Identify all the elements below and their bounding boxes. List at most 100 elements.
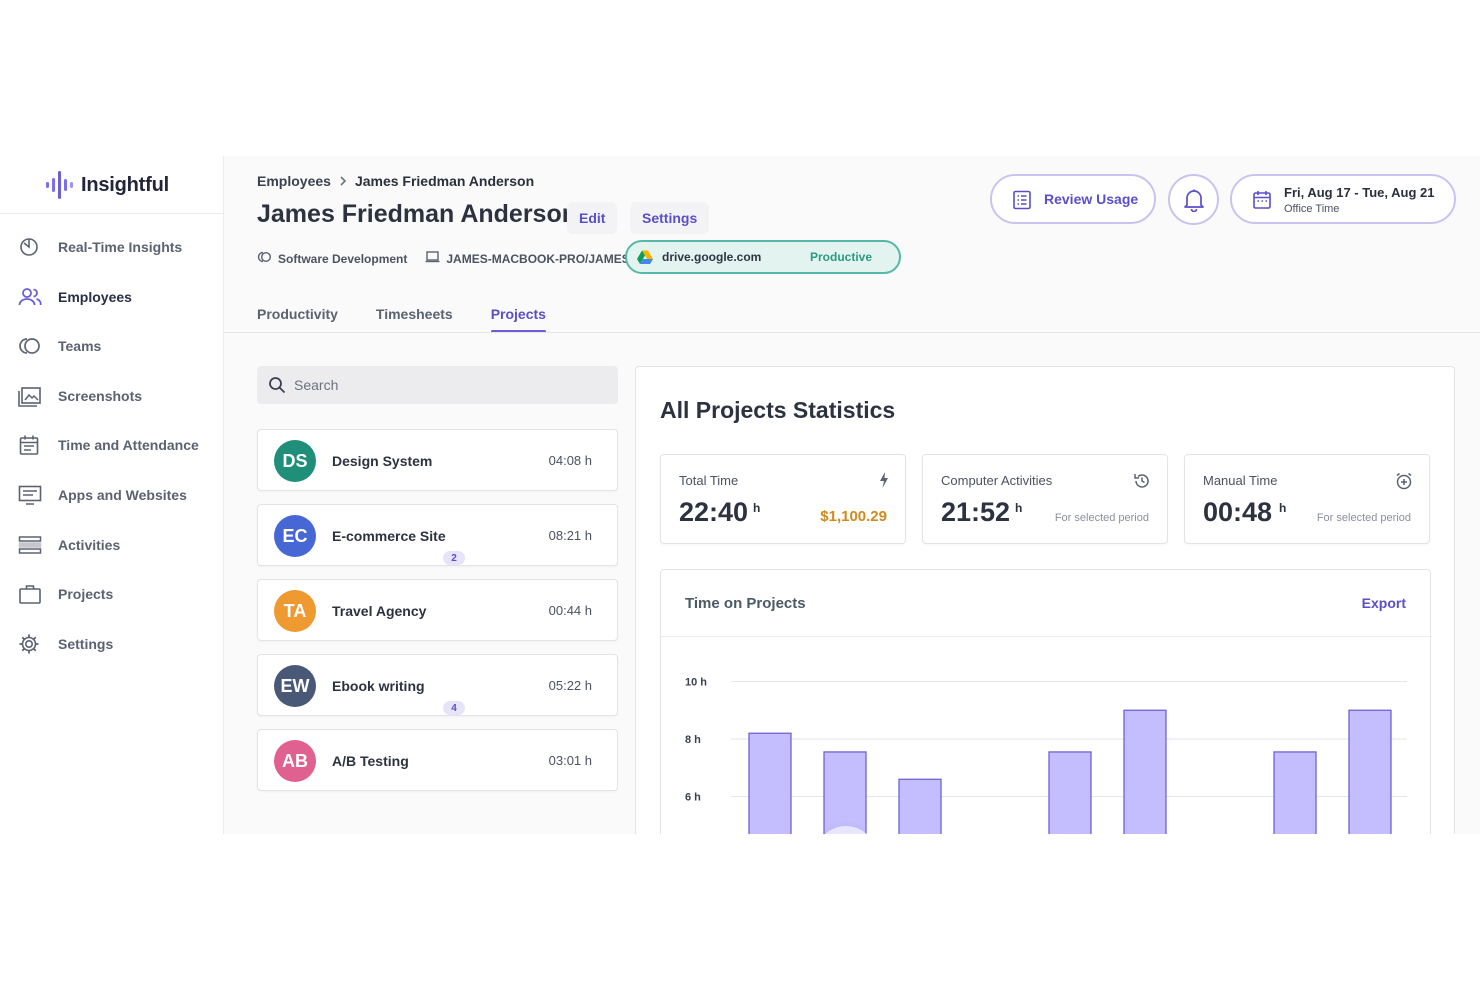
- project-time: 05:22 h: [548, 678, 592, 693]
- sidebar-item-label: Teams: [58, 338, 102, 354]
- screenshots-icon: [18, 385, 42, 407]
- total-earnings: $1,100.29: [820, 508, 887, 525]
- chart-bar[interactable]: [748, 732, 792, 834]
- sidebar-item-real-time-insights[interactable]: Real-Time Insights: [0, 227, 224, 267]
- date-range-label: Fri, Aug 17 - Tue, Aug 21: [1284, 185, 1435, 200]
- gear-icon: [18, 633, 42, 655]
- sidebar-item-settings[interactable]: Settings: [0, 624, 224, 664]
- chart-bar[interactable]: [1348, 709, 1392, 834]
- y-tick-label: 6 h: [685, 792, 701, 804]
- sidebar-item-label: Projects: [58, 586, 114, 602]
- project-name: Travel Agency: [332, 603, 427, 619]
- project-time: 03:01 h: [548, 753, 592, 768]
- computer-activities-card: Computer Activities 21:52 h For selected…: [922, 454, 1168, 544]
- briefcase-icon: [18, 583, 42, 605]
- notifications-button[interactable]: [1168, 174, 1219, 225]
- tab-productivity[interactable]: Productivity: [257, 306, 338, 322]
- sidebar-item-apps-and-websites[interactable]: Apps and Websites: [0, 475, 224, 515]
- chart-bar[interactable]: [823, 751, 867, 834]
- calendar-icon: [18, 434, 42, 456]
- time-on-projects-chart: 10 h 8 h 6 h: [685, 677, 1407, 834]
- team-name: Software Development: [278, 251, 408, 266]
- sidebar-item-time-and-attendance[interactable]: Time and Attendance: [0, 425, 224, 465]
- sidebar-item-teams[interactable]: Teams: [0, 326, 224, 366]
- total-time-label: Total Time: [679, 473, 739, 488]
- review-usage-button[interactable]: Review Usage: [990, 174, 1156, 224]
- breadcrumb-employees-link[interactable]: Employees: [257, 173, 331, 189]
- team-icon: [257, 251, 272, 266]
- project-item[interactable]: AB A/B Testing 03:01 h: [257, 729, 618, 791]
- project-name: Ebook writing: [332, 678, 425, 694]
- logo-mark-icon: [46, 170, 73, 200]
- projects-statistics-panel: All Projects Statistics Total Time 22:40…: [635, 366, 1455, 834]
- edit-button[interactable]: Edit: [567, 202, 618, 234]
- chevron-right-icon: [339, 173, 347, 189]
- time-on-projects-card: Time on Projects Export 10 h 8 h 6 h: [660, 569, 1432, 834]
- sidebar-item-label: Screenshots: [58, 388, 143, 404]
- computer-meta: JAMES-MACBOOK-PRO/JAMES: [425, 251, 630, 266]
- computer-activities-label: Computer Activities: [941, 473, 1053, 488]
- chart-bar[interactable]: [1123, 709, 1167, 834]
- sidebar-item-screenshots[interactable]: Screenshots: [0, 376, 224, 416]
- tab-bar: Productivity Timesheets Projects: [257, 306, 584, 333]
- sidebar-item-employees[interactable]: Employees: [0, 277, 224, 317]
- chart-bar[interactable]: [1048, 751, 1092, 834]
- employee-meta: Software Development JAMES-MACBOOK-PRO/J…: [257, 251, 630, 266]
- project-search-input[interactable]: Search: [257, 366, 618, 404]
- report-icon: [1012, 190, 1032, 215]
- project-avatar: DS: [274, 440, 316, 482]
- sidebar-item-activities[interactable]: Activities: [0, 525, 224, 565]
- breadcrumb-current: James Friedman Anderson: [354, 173, 535, 189]
- project-item[interactable]: EW Ebook writing 05:22 h 4: [257, 654, 618, 716]
- chart-bar[interactable]: [1273, 751, 1317, 834]
- teams-icon: [18, 335, 42, 357]
- date-range-mode: Office Time: [1284, 203, 1340, 215]
- computer-activities-sub: For selected period: [1054, 512, 1149, 524]
- search-icon: [268, 376, 286, 399]
- chart-bar[interactable]: [898, 778, 942, 834]
- app-logo[interactable]: Insightful: [46, 168, 169, 202]
- chart-divider: [661, 636, 1432, 637]
- productivity-status: Productive: [810, 250, 873, 264]
- chart-title: Time on Projects: [685, 595, 806, 612]
- sidebar-item-label: Activities: [58, 537, 121, 553]
- tabs-divider: [224, 332, 1480, 333]
- alarm-add-icon: [1395, 472, 1413, 495]
- tab-timesheets[interactable]: Timesheets: [375, 306, 453, 322]
- manual-time-unit: h: [1279, 501, 1287, 515]
- settings-button[interactable]: Settings: [630, 202, 710, 234]
- subproject-count-badge[interactable]: 4: [443, 701, 465, 715]
- project-time: 08:21 h: [548, 528, 592, 543]
- computer-activities-value: 21:52: [941, 497, 1011, 527]
- date-range-picker[interactable]: Fri, Aug 17 - Tue, Aug 21 Office Time: [1230, 174, 1456, 224]
- sidebar-item-projects[interactable]: Projects: [0, 574, 224, 614]
- project-avatar: AB: [274, 740, 316, 782]
- app-name: Insightful: [81, 173, 169, 196]
- project-name: E-commerce Site: [332, 528, 446, 544]
- calendar-icon: [1252, 190, 1272, 215]
- project-time: 00:44 h: [548, 603, 592, 618]
- manual-time-card: Manual Time 00:48 h For selected period: [1184, 454, 1430, 544]
- app-window: Insightful Real-Time Insights Employees Te…: [0, 156, 1480, 834]
- lightning-icon: [879, 472, 889, 493]
- project-avatar: EW: [274, 665, 316, 707]
- users-icon: [18, 286, 42, 308]
- subproject-count-badge[interactable]: 2: [443, 551, 465, 565]
- project-item[interactable]: DS Design System 04:08 h: [257, 429, 618, 491]
- project-avatar: EC: [274, 515, 316, 557]
- total-time-value: 22:40: [679, 497, 749, 527]
- project-item[interactable]: TA Travel Agency 00:44 h: [257, 579, 618, 641]
- tab-projects[interactable]: Projects: [490, 306, 547, 333]
- computer-name: JAMES-MACBOOK-PRO/JAMES: [446, 251, 630, 266]
- export-button[interactable]: Export: [1361, 595, 1406, 611]
- project-name: A/B Testing: [332, 753, 409, 769]
- project-item[interactable]: EC E-commerce Site 08:21 h 2: [257, 504, 618, 566]
- computer-activities-unit: h: [1015, 501, 1023, 515]
- team-meta: Software Development: [257, 251, 407, 266]
- current-site-chip[interactable]: drive.google.com Productive: [625, 240, 901, 274]
- sidebar-item-label: Real-Time Insights: [58, 239, 183, 255]
- google-drive-icon: [637, 250, 653, 269]
- history-icon: [1133, 472, 1151, 495]
- review-usage-label: Review Usage: [1044, 191, 1139, 207]
- bell-icon: [1183, 188, 1205, 217]
